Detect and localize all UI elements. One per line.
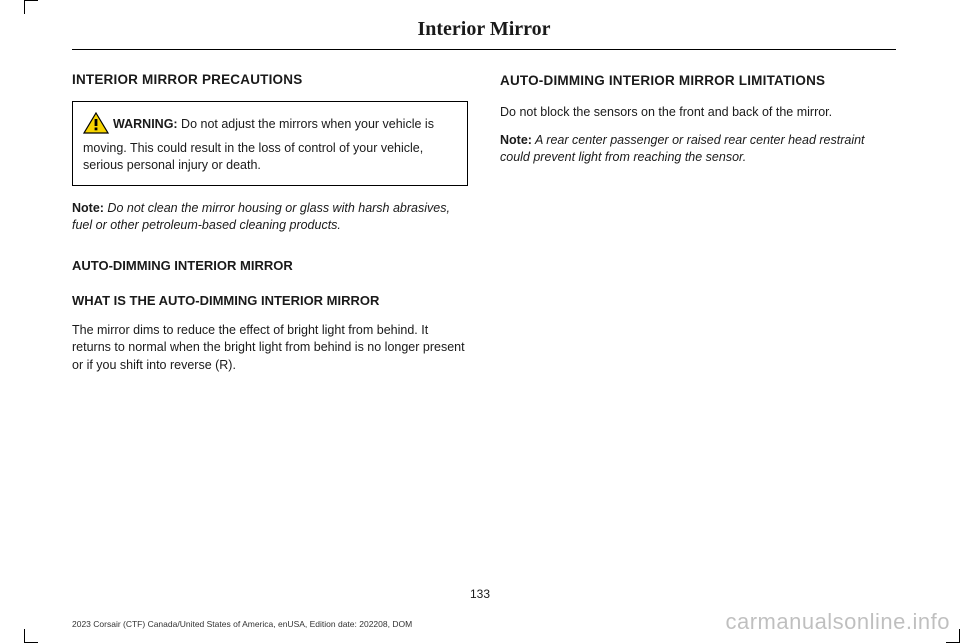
footer-meta: 2023 Corsair (CTF) Canada/United States … bbox=[72, 619, 412, 629]
content-columns: INTERIOR MIRROR PRECAUTIONS WARNING: Do … bbox=[0, 50, 960, 384]
heading-limitations: AUTO-DIMMING INTERIOR MIRROR LIMITATIONS bbox=[500, 72, 896, 90]
warning-label: WARNING: bbox=[113, 117, 178, 131]
body-auto-dimming-desc: The mirror dims to reduce the effect of … bbox=[72, 322, 468, 375]
warning-triangle-icon bbox=[83, 112, 109, 140]
warning-box: WARNING: Do not adjust the mirrors when … bbox=[72, 101, 468, 186]
page-number: 133 bbox=[0, 587, 960, 601]
crop-mark-bl bbox=[24, 629, 38, 643]
heading-what-is: WHAT IS THE AUTO-DIMMING INTERIOR MIRROR bbox=[72, 292, 468, 310]
note-cleaning: Note: Do not clean the mirror housing or… bbox=[72, 200, 468, 235]
note-label: Note: bbox=[500, 133, 532, 147]
right-column: AUTO-DIMMING INTERIOR MIRROR LIMITATIONS… bbox=[500, 72, 896, 384]
note-body: Do not clean the mirror housing or glass… bbox=[72, 201, 450, 233]
crop-mark-tl bbox=[24, 0, 38, 14]
heading-auto-dimming: AUTO-DIMMING INTERIOR MIRROR bbox=[72, 257, 468, 275]
heading-precautions: INTERIOR MIRROR PRECAUTIONS bbox=[72, 72, 468, 87]
page-title: Interior Mirror bbox=[72, 0, 896, 50]
note-label: Note: bbox=[72, 201, 104, 215]
warning-text: WARNING: Do not adjust the mirrors when … bbox=[83, 112, 457, 175]
note-rear-passenger: Note: A rear center passenger or raised … bbox=[500, 132, 896, 167]
note-body: A rear center passenger or raised rear c… bbox=[500, 133, 865, 165]
left-column: INTERIOR MIRROR PRECAUTIONS WARNING: Do … bbox=[72, 72, 468, 384]
watermark: carmanualsonline.info bbox=[725, 609, 950, 635]
body-sensors: Do not block the sensors on the front an… bbox=[500, 104, 896, 122]
